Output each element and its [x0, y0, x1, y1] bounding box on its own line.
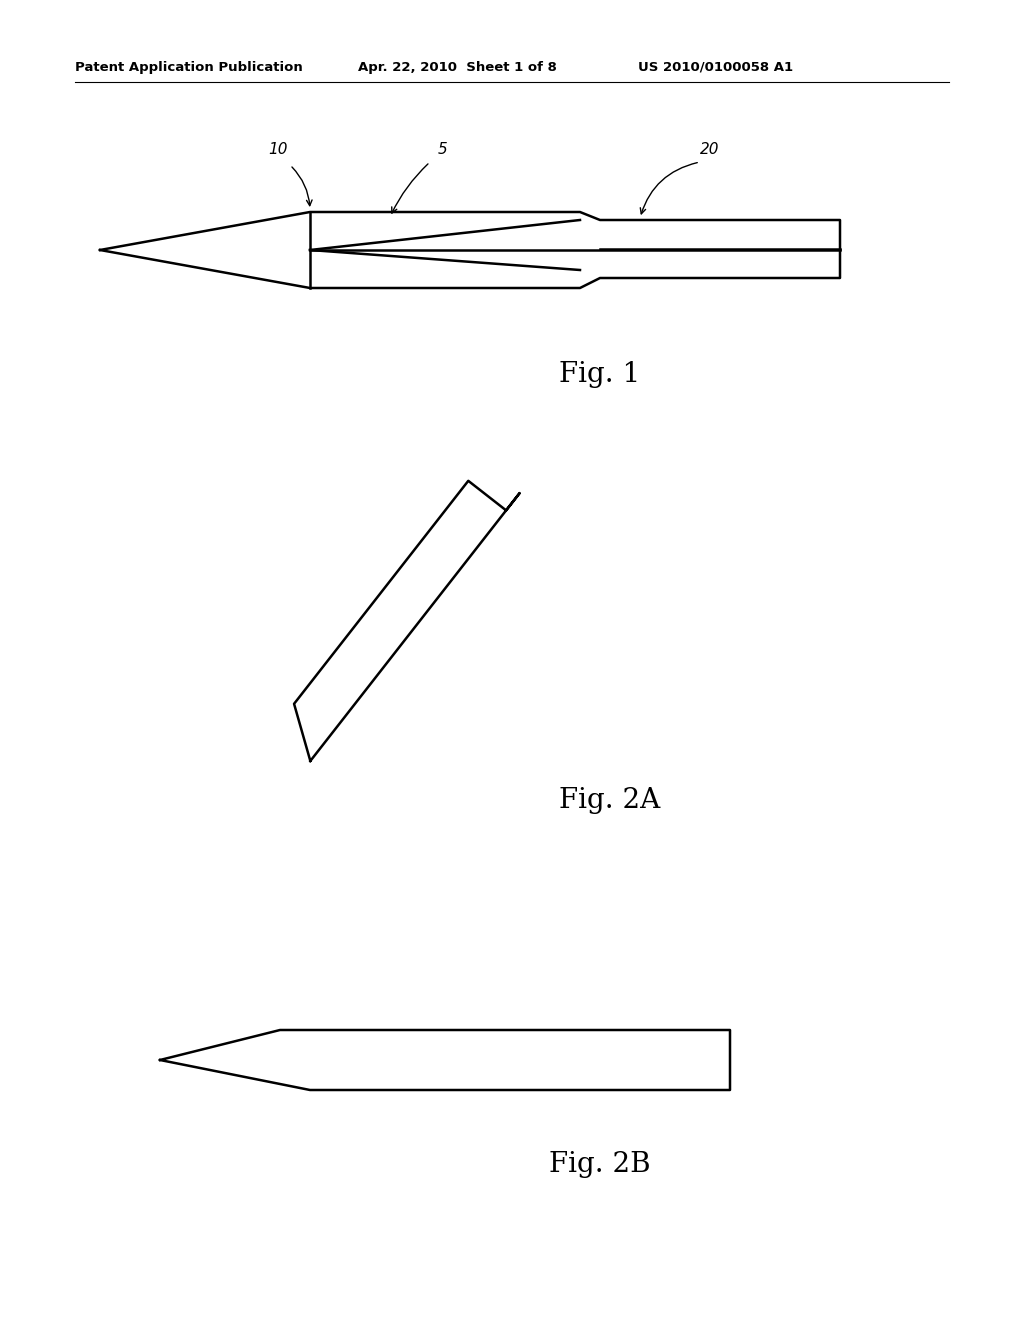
- Text: Fig. 1: Fig. 1: [559, 362, 641, 388]
- Text: 10: 10: [268, 143, 288, 157]
- Text: 5: 5: [438, 143, 447, 157]
- Text: Patent Application Publication: Patent Application Publication: [75, 61, 303, 74]
- Text: Fig. 2A: Fig. 2A: [559, 787, 660, 813]
- Text: Apr. 22, 2010  Sheet 1 of 8: Apr. 22, 2010 Sheet 1 of 8: [358, 61, 557, 74]
- Text: 20: 20: [700, 143, 720, 157]
- Text: Fig. 2B: Fig. 2B: [549, 1151, 651, 1179]
- Text: US 2010/0100058 A1: US 2010/0100058 A1: [638, 61, 794, 74]
